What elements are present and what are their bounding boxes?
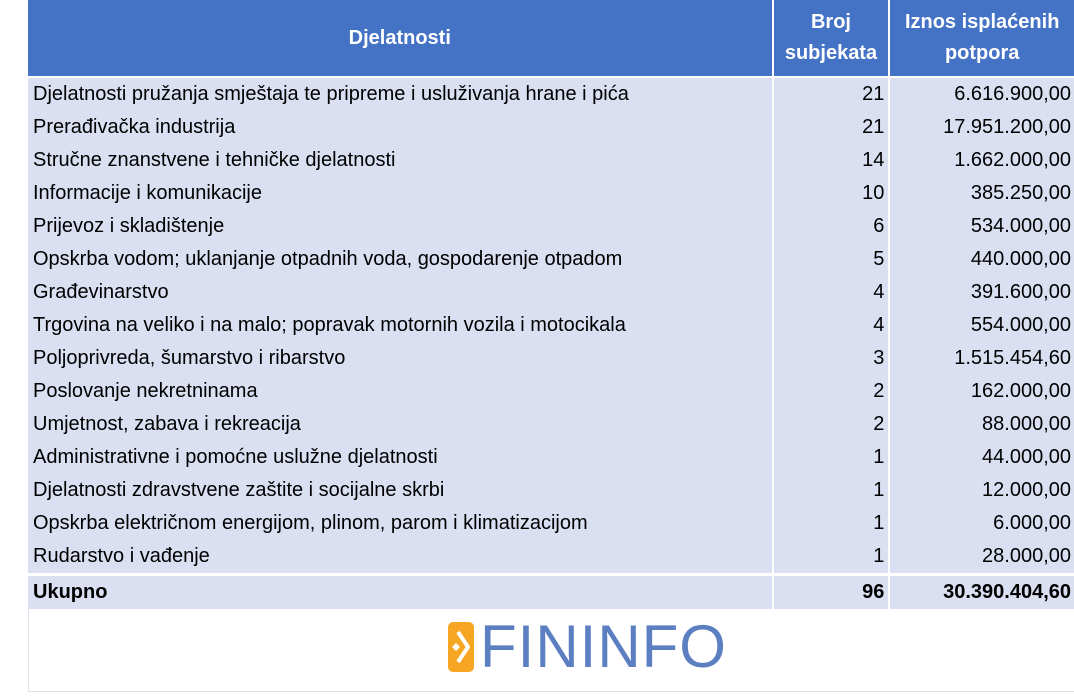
amount-cell: 1.662.000,00 — [890, 144, 1074, 177]
table-row: Građevinarstvo 4 391.600,00 — [28, 276, 1074, 309]
amount-cell: 28.000,00 — [890, 540, 1074, 573]
table-row: Poslovanje nekretninama 2 162.000,00 — [28, 375, 1074, 408]
table-row: Opskrba električnom energijom, plinom, p… — [28, 507, 1074, 540]
table-row: Djelatnosti pružanja smještaja te pripre… — [28, 78, 1074, 111]
table-row: Poljoprivreda, šumarstvo i ribarstvo 3 1.5… — [28, 342, 1074, 375]
count-cell: 5 — [773, 243, 889, 276]
table-row: Rudarstvo i vađenje 1 28.000,00 — [28, 540, 1074, 573]
table-row: Djelatnosti zdravstvene zaštite i socija… — [28, 474, 1074, 507]
amount-cell: 44.000,00 — [890, 441, 1074, 474]
logo-text: FININFO — [480, 613, 727, 680]
activity-cell: Poljoprivreda, šumarstvo i ribarstvo — [28, 342, 772, 375]
table-row: Informacije i komunikacije 10 385.250,00 — [28, 177, 1074, 210]
table-body: Djelatnosti pružanja smještaja te pripre… — [28, 78, 1074, 573]
amount-cell: 162.000,00 — [890, 375, 1074, 408]
header-broj-subjekata: Broj subjekata — [773, 0, 889, 76]
activity-cell: Informacije i komunikacije — [28, 177, 772, 210]
header-djelatnosti: Djelatnosti — [28, 0, 772, 76]
activity-cell: Rudarstvo i vađenje — [28, 540, 772, 573]
activity-cell: Administrativne i pomoćne uslužne djelat… — [28, 441, 772, 474]
activity-cell: Trgovina na veliko i na malo; popravak m… — [28, 309, 772, 342]
total-label: Ukupno — [28, 576, 772, 609]
amount-cell: 6.616.900,00 — [890, 78, 1074, 111]
amount-cell: 88.000,00 — [890, 408, 1074, 441]
amount-cell: 17.951.200,00 — [890, 111, 1074, 144]
activity-cell: Djelatnosti pružanja smještaja te pripre… — [28, 78, 772, 111]
table-row: Administrativne i pomoćne uslužne djelat… — [28, 441, 1074, 474]
count-cell: 21 — [773, 78, 889, 111]
chevron-right-icon — [448, 622, 474, 672]
total-row: Ukupno 96 30.390.404,60 — [28, 576, 1074, 609]
count-cell: 21 — [773, 111, 889, 144]
count-cell: 2 — [773, 408, 889, 441]
activity-cell: Opskrba električnom energijom, plinom, p… — [28, 507, 772, 540]
count-cell: 1 — [773, 474, 889, 507]
count-cell: 1 — [773, 507, 889, 540]
table-row: Prijevoz i skladištenje 6 534.000,00 — [28, 210, 1074, 243]
table-row: Trgovina na veliko i na malo; popravak m… — [28, 309, 1074, 342]
count-cell: 4 — [773, 276, 889, 309]
table-row: Umjetnost, zabava i rekreacija 2 88.000,00 — [28, 408, 1074, 441]
table-header: Djelatnosti Broj subjekata Iznos isplaće… — [28, 0, 1074, 76]
activity-cell: Umjetnost, zabava i rekreacija — [28, 408, 772, 441]
total-amount: 30.390.404,60 — [890, 576, 1074, 609]
table-row: Stručne znanstvene i tehničke djelatnost… — [28, 144, 1074, 177]
count-cell: 4 — [773, 309, 889, 342]
amount-cell: 440.000,00 — [890, 243, 1074, 276]
activity-cell: Stručne znanstvene i tehničke djelatnost… — [28, 144, 772, 177]
amount-cell: 534.000,00 — [890, 210, 1074, 243]
count-cell: 10 — [773, 177, 889, 210]
amount-cell: 385.250,00 — [890, 177, 1074, 210]
count-cell: 3 — [773, 342, 889, 375]
count-cell: 14 — [773, 144, 889, 177]
amount-cell: 1.515.454,60 — [890, 342, 1074, 375]
table-row: Prerađivačka industrija 21 17.951.200,00 — [28, 111, 1074, 144]
total-count: 96 — [773, 576, 889, 609]
activity-cell: Poslovanje nekretninama — [28, 375, 772, 408]
count-cell: 2 — [773, 375, 889, 408]
amount-cell: 12.000,00 — [890, 474, 1074, 507]
count-cell: 1 — [773, 441, 889, 474]
amount-cell: 554.000,00 — [890, 309, 1074, 342]
amount-cell: 391.600,00 — [890, 276, 1074, 309]
activity-cell: Djelatnosti zdravstvene zaštite i socija… — [28, 474, 772, 507]
table-row: Opskrba vodom; uklanjanje otpadnih voda,… — [28, 243, 1074, 276]
fininfo-logo: FININFO — [448, 613, 727, 680]
activity-cell: Prijevoz i skladištenje — [28, 210, 772, 243]
activity-cell: Građevinarstvo — [28, 276, 772, 309]
count-cell: 1 — [773, 540, 889, 573]
data-table: Djelatnosti Broj subjekata Iznos isplaće… — [28, 0, 1074, 609]
activity-cell: Prerađivačka industrija — [28, 111, 772, 144]
header-iznos: Iznos isplaćenih potpora — [890, 0, 1074, 76]
count-cell: 6 — [773, 210, 889, 243]
activity-cell: Opskrba vodom; uklanjanje otpadnih voda,… — [28, 243, 772, 276]
logo-area: FININFO — [28, 609, 1074, 692]
amount-cell: 6.000,00 — [890, 507, 1074, 540]
